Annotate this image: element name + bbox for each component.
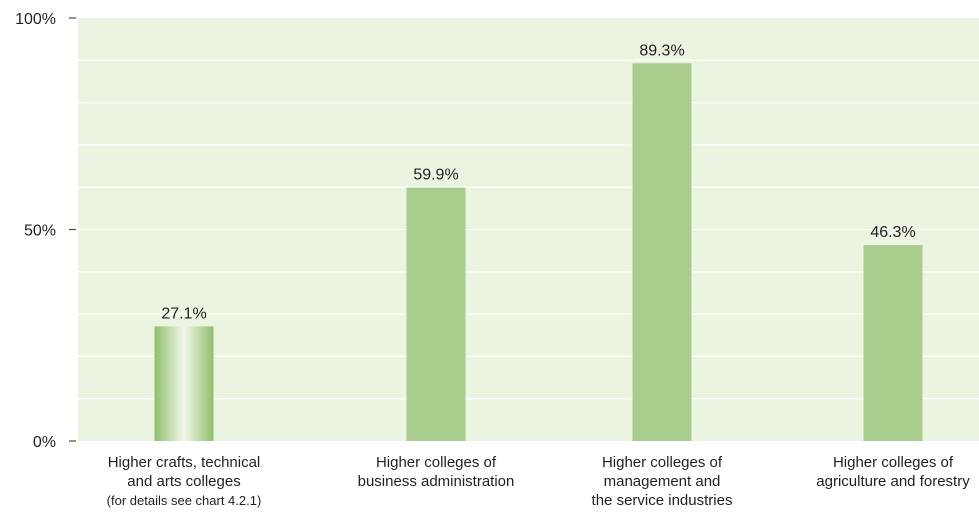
y-tick-label: 100%: [15, 11, 56, 28]
bar-value-label: 27.1%: [161, 305, 206, 322]
bar: [863, 245, 923, 441]
category-label: Higher colleges of agriculture and forest…: [816, 454, 970, 490]
bar-value-label: 59.9%: [413, 167, 458, 184]
x-axis-labels: Higher crafts, technical and arts college…: [107, 454, 971, 509]
y-tick-label: 0%: [33, 434, 56, 451]
bar-value-label: 46.3%: [870, 224, 915, 241]
gridlines: [78, 59, 979, 400]
y-tick-label: 50%: [24, 223, 56, 240]
y-axis: 0% 50% 100%: [15, 11, 76, 451]
bar: [406, 187, 466, 441]
category-label: Higher crafts, technical and arts college…: [107, 454, 262, 508]
category-label: Higher colleges of management and the serv…: [592, 454, 733, 509]
bar: [632, 63, 692, 442]
category-label: Higher colleges of business administratio…: [358, 454, 515, 490]
bar: [154, 326, 214, 441]
value-labels: 27.1% 59.9% 89.3% 46.3%: [161, 42, 915, 322]
bars: [154, 63, 923, 442]
bar-value-label: 89.3%: [639, 42, 684, 59]
